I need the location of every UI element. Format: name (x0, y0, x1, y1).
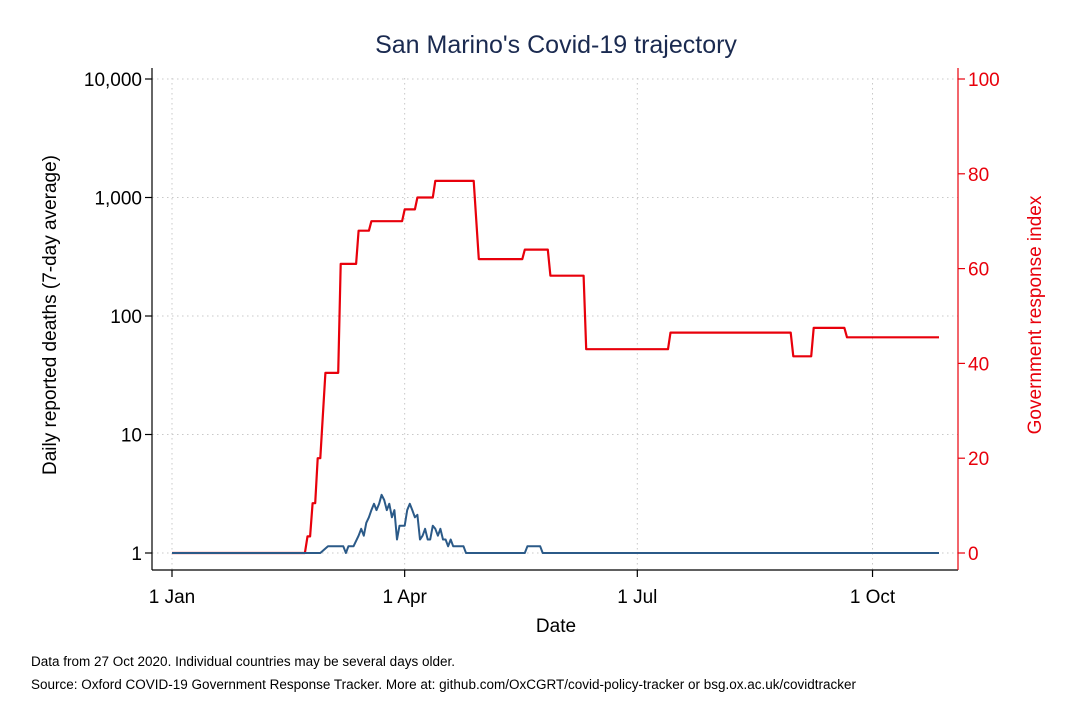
y-right-tick-label: 0 (968, 544, 979, 565)
y-axis-right-label: Government response index (1025, 195, 1046, 434)
chart-title: San Marino's Covid-19 trajectory (375, 31, 737, 59)
x-tick-label: 1 Oct (850, 587, 896, 608)
chart: San Marino's Covid-19 trajectory 1101001… (40, 31, 1046, 637)
government-response-line (172, 179, 939, 555)
y-right-tick-label: 20 (968, 449, 989, 470)
grid (152, 78, 958, 570)
footnote-data-date: Data from 27 Oct 2020. Individual countr… (31, 654, 455, 669)
y-right-tick-label: 40 (968, 354, 989, 375)
y-left-tick-label: 10 (121, 426, 142, 447)
y-axis-left-label: Daily reported deaths (7-day average) (40, 155, 61, 475)
y-left-tick-label: 1 (131, 544, 142, 565)
y-right-tick-label: 60 (968, 260, 989, 281)
series-layer (172, 179, 939, 555)
x-tick-label: 1 Apr (382, 587, 427, 608)
y-left-tick-label: 1,000 (94, 189, 142, 210)
y-right-tick-label: 100 (968, 70, 1000, 91)
footnote-source: Source: Oxford COVID-19 Government Respo… (31, 677, 857, 692)
y-left-tick-label: 10,000 (84, 70, 142, 91)
x-axis-label: Date (536, 616, 576, 637)
x-tick-label: 1 Jul (617, 587, 657, 608)
deaths-line (172, 493, 939, 554)
axes: 1 10 100 1,000 10,000 1 Jan 1 Apr 1 Jul 1 Oct 0 20… (84, 68, 1000, 608)
y-right-tick-label: 80 (968, 165, 989, 186)
y-left-tick-label: 100 (110, 307, 142, 328)
x-tick-label: 1 Jan (149, 587, 195, 608)
